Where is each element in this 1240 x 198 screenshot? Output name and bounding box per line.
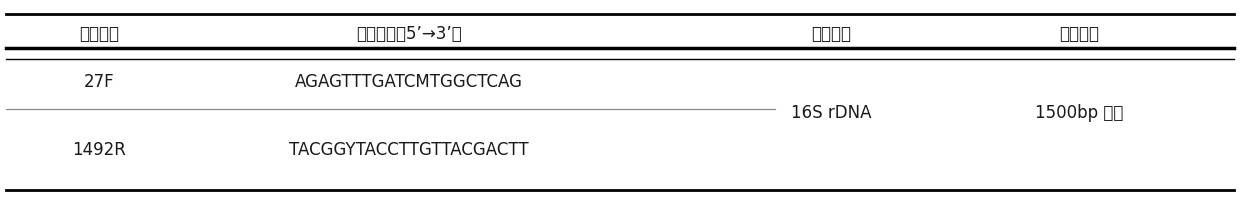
- Text: 16S rDNA: 16S rDNA: [791, 104, 870, 122]
- Text: 引物名称: 引物名称: [79, 25, 119, 43]
- Text: 1500bp 左右: 1500bp 左右: [1034, 104, 1123, 122]
- Text: 扩增序列: 扩增序列: [811, 25, 851, 43]
- Text: AGAGTTTGATCMTGGCTCAG: AGAGTTTGATCMTGGCTCAG: [295, 73, 523, 91]
- Text: 27F: 27F: [84, 73, 114, 91]
- Text: 引物序列（5’→3’）: 引物序列（5’→3’）: [356, 25, 463, 43]
- Text: 1492R: 1492R: [72, 142, 126, 159]
- Text: 扩增长度: 扩增长度: [1059, 25, 1099, 43]
- Text: TACGGYTACCTTGTTACGACTT: TACGGYTACCTTGTTACGACTT: [289, 142, 529, 159]
